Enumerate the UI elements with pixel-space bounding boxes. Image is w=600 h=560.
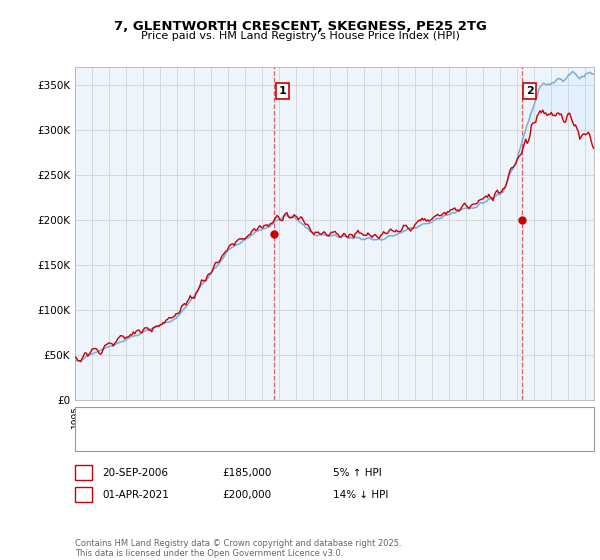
Text: £200,000: £200,000	[222, 490, 271, 500]
Text: 1: 1	[80, 468, 87, 478]
Text: 1: 1	[278, 86, 286, 96]
Text: Price paid vs. HM Land Registry's House Price Index (HPI): Price paid vs. HM Land Registry's House …	[140, 31, 460, 41]
Text: Contains HM Land Registry data © Crown copyright and database right 2025.
This d: Contains HM Land Registry data © Crown c…	[75, 539, 401, 558]
Text: 14% ↓ HPI: 14% ↓ HPI	[333, 490, 388, 500]
Text: £185,000: £185,000	[222, 468, 271, 478]
Text: 5% ↑ HPI: 5% ↑ HPI	[333, 468, 382, 478]
Text: 7, GLENTWORTH CRESCENT, SKEGNESS, PE25 2TG: 7, GLENTWORTH CRESCENT, SKEGNESS, PE25 2…	[113, 20, 487, 32]
Text: —: —	[86, 412, 101, 426]
Text: 01-APR-2021: 01-APR-2021	[102, 490, 169, 500]
Text: 2: 2	[80, 490, 87, 500]
Text: —: —	[86, 432, 101, 446]
Text: 2: 2	[526, 86, 533, 96]
Text: 20-SEP-2006: 20-SEP-2006	[102, 468, 168, 478]
Text: HPI: Average price, detached house, East Lindsey: HPI: Average price, detached house, East…	[109, 434, 351, 444]
Text: 7, GLENTWORTH CRESCENT, SKEGNESS, PE25 2TG (detached house): 7, GLENTWORTH CRESCENT, SKEGNESS, PE25 2…	[109, 414, 446, 424]
